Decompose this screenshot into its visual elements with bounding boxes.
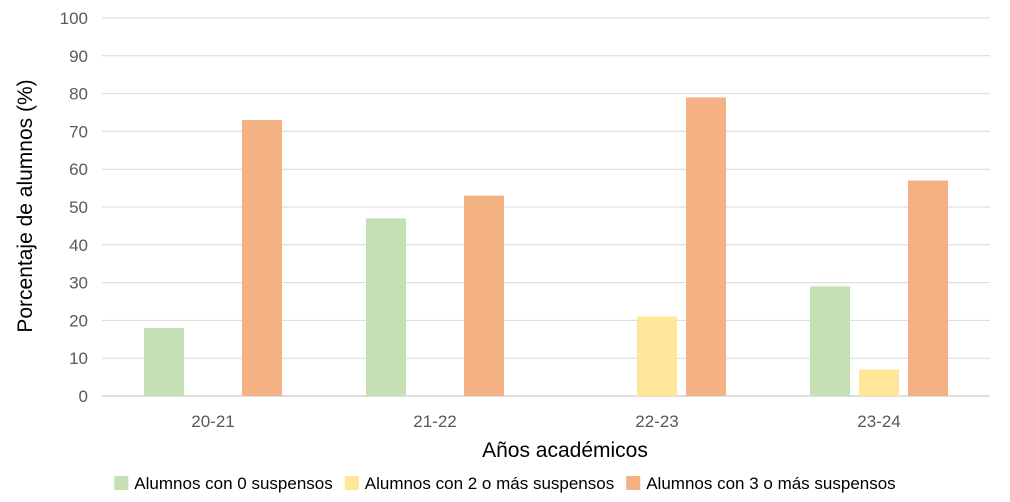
legend: Alumnos con 0 suspensos Alumnos con 2 o m…	[114, 474, 896, 493]
x-tick-label: 22-23	[635, 412, 678, 431]
legend-swatch	[114, 476, 129, 490]
x-tick-label: 23-24	[857, 412, 900, 431]
y-axis-title: Porcentaje de alumnos (%)	[14, 79, 37, 332]
bars	[144, 97, 948, 396]
y-tick-label: 100	[60, 9, 88, 28]
bar	[810, 286, 850, 396]
legend-label: Alumnos con 3 o más suspensos	[646, 474, 895, 493]
y-tick-label: 10	[69, 349, 88, 368]
y-axis-ticks: 0 10 20 30 40 50 60 70 80 90 100	[60, 9, 88, 406]
y-tick-label: 40	[69, 236, 88, 255]
bar	[464, 195, 504, 396]
legend-item: Alumnos con 2 o más suspensos	[344, 474, 614, 493]
bar	[637, 316, 677, 396]
y-tick-label: 50	[69, 198, 88, 217]
legend-label: Alumnos con 0 suspensos	[134, 474, 332, 493]
x-tick-label: 21-22	[413, 412, 456, 431]
y-tick-label: 70	[69, 122, 88, 141]
y-tick-label: 0	[79, 387, 88, 406]
bar	[859, 369, 899, 396]
legend-item: Alumnos con 0 suspensos	[114, 474, 333, 493]
y-tick-label: 90	[69, 47, 88, 66]
bar	[144, 327, 184, 396]
legend-swatch	[626, 476, 641, 490]
y-tick-label: 20	[69, 311, 88, 330]
legend-label: Alumnos con 2 o más suspensos	[365, 474, 614, 493]
legend-swatch	[344, 476, 359, 490]
y-tick-label: 30	[69, 274, 88, 293]
bar	[366, 218, 406, 396]
bar	[686, 97, 726, 396]
bar	[242, 120, 282, 396]
gridlines	[102, 17, 990, 397]
x-tick-label: 20-21	[191, 412, 234, 431]
x-axis-ticks: 20-21 21-22 22-23 23-24	[191, 412, 900, 431]
bar	[908, 180, 948, 396]
y-tick-label: 60	[69, 160, 88, 179]
y-tick-label: 80	[69, 85, 88, 104]
x-axis-title: Años académicos	[482, 439, 648, 462]
legend-item: Alumnos con 3 o más suspensos	[626, 474, 896, 493]
